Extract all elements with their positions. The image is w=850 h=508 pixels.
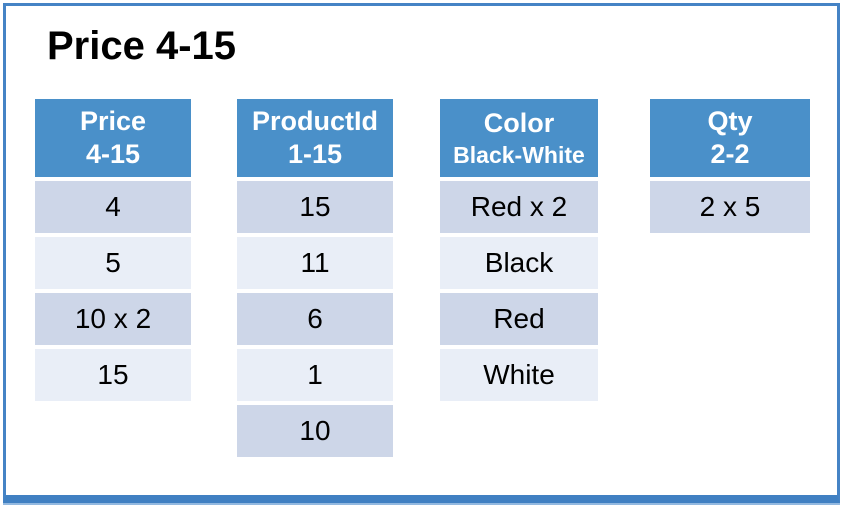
table-color-cell: Black	[440, 237, 598, 289]
table-productid-cell: 11	[237, 237, 393, 289]
table-color-header-range: Black-White	[453, 141, 585, 168]
table-price-cell: 5	[35, 237, 191, 289]
table-qty-header-range: 2-2	[710, 139, 750, 169]
table-color-cell: White	[440, 349, 598, 401]
table-productid: ProductId 1-15 15 11 6 1 10	[237, 99, 393, 457]
table-productid-header-name: ProductId	[252, 106, 378, 136]
table-price-cell: 4	[35, 181, 191, 233]
table-color-cell: Red	[440, 293, 598, 345]
table-qty-header: Qty 2-2	[650, 99, 810, 177]
table-color: Color Black-White Red x 2 Black Red Whit…	[440, 99, 598, 401]
table-price-cell: 15	[35, 349, 191, 401]
table-productid-cell: 1	[237, 349, 393, 401]
table-productid-header: ProductId 1-15	[237, 99, 393, 177]
table-productid-header-range: 1-15	[287, 139, 343, 169]
table-price-header-name: Price	[79, 106, 147, 136]
table-productid-cell: 15	[237, 181, 393, 233]
table-qty-cell: 2 x 5	[650, 181, 810, 233]
table-price-header-range: 4-15	[85, 139, 141, 169]
table-color-header-name: Color	[483, 107, 555, 138]
table-price-header: Price 4-15	[35, 99, 191, 177]
table-price-cell: 10 x 2	[35, 293, 191, 345]
table-price: Price 4-15 4 5 10 x 2 15	[35, 99, 191, 401]
table-color-header: Color Black-White	[440, 99, 598, 177]
table-qty: Qty 2-2 2 x 5	[650, 99, 810, 233]
table-color-cell: Red x 2	[440, 181, 598, 233]
slide-title: Price 4-15	[47, 24, 237, 68]
table-productid-cell: 10	[237, 405, 393, 457]
table-productid-cell: 6	[237, 293, 393, 345]
table-qty-header-name: Qty	[707, 106, 753, 136]
